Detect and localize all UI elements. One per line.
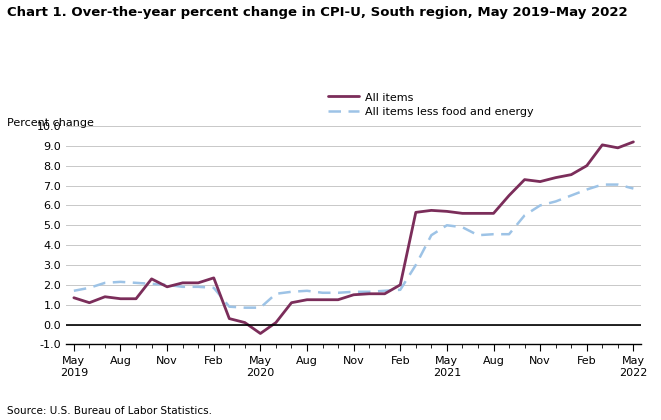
All items less food and energy	[397, 287, 405, 292]
Text: Source: U.S. Bureau of Labor Statistics.: Source: U.S. Bureau of Labor Statistics.	[7, 406, 212, 416]
All items less food and energy	[536, 203, 544, 208]
All items	[598, 142, 606, 147]
All items less food and energy	[366, 289, 373, 294]
All items	[319, 297, 327, 302]
All items less food and energy	[225, 304, 233, 309]
All items less food and energy	[70, 288, 78, 293]
All items less food and energy	[101, 280, 109, 285]
All items	[350, 292, 358, 297]
All items less food and energy	[490, 232, 498, 237]
All items	[583, 163, 591, 168]
Line: All items less food and energy: All items less food and energy	[74, 184, 633, 308]
All items less food and energy	[629, 186, 637, 191]
All items	[178, 280, 186, 285]
All items less food and energy	[459, 225, 467, 230]
All items	[101, 294, 109, 299]
All items	[366, 291, 373, 296]
All items less food and energy	[147, 281, 155, 286]
All items	[194, 280, 202, 285]
All items	[272, 320, 280, 325]
All items less food and energy	[428, 233, 436, 238]
All items less food and energy	[412, 262, 420, 268]
All items less food and energy	[474, 233, 482, 238]
All items less food and energy	[521, 213, 529, 218]
All items	[163, 284, 171, 289]
All items	[256, 331, 264, 336]
All items less food and energy	[552, 199, 560, 204]
All items	[552, 175, 560, 180]
All items	[567, 172, 575, 177]
All items less food and energy	[614, 182, 622, 187]
Line: All items: All items	[74, 142, 633, 333]
All items less food and energy	[319, 290, 327, 295]
All items less food and energy	[288, 289, 295, 294]
All items	[132, 296, 140, 301]
All items	[428, 208, 436, 213]
All items	[614, 145, 622, 150]
All items less food and energy	[132, 280, 140, 285]
All items less food and energy	[210, 285, 217, 290]
All items	[303, 297, 311, 302]
All items	[521, 177, 529, 182]
All items	[412, 210, 420, 215]
All items less food and energy	[567, 193, 575, 198]
All items less food and energy	[241, 305, 249, 310]
All items less food and energy	[381, 288, 389, 293]
All items	[288, 300, 295, 305]
All items less food and energy	[85, 285, 93, 290]
All items	[443, 209, 451, 214]
All items	[536, 179, 544, 184]
All items less food and energy	[303, 288, 311, 293]
All items less food and energy	[194, 284, 202, 289]
All items less food and energy	[178, 284, 186, 289]
All items	[225, 316, 233, 321]
All items less food and energy	[505, 232, 513, 237]
All items	[85, 300, 93, 305]
All items less food and energy	[272, 291, 280, 296]
All items	[241, 320, 249, 325]
All items less food and energy	[583, 187, 591, 192]
All items	[381, 291, 389, 296]
All items	[629, 139, 637, 144]
Text: Percent change: Percent change	[7, 118, 93, 128]
All items less food and energy	[350, 289, 358, 294]
All items	[474, 211, 482, 216]
All items	[147, 276, 155, 281]
Text: Chart 1. Over-the-year percent change in CPI-U, South region, May 2019–May 2022: Chart 1. Over-the-year percent change in…	[7, 6, 627, 19]
All items	[397, 282, 405, 287]
All items less food and energy	[256, 305, 264, 310]
All items	[505, 193, 513, 198]
All items	[70, 295, 78, 300]
All items	[459, 211, 467, 216]
Legend: All items, All items less food and energy: All items, All items less food and energ…	[323, 87, 537, 122]
All items less food and energy	[443, 223, 451, 228]
All items	[116, 296, 124, 301]
All items	[334, 297, 342, 302]
All items less food and energy	[116, 279, 124, 284]
All items less food and energy	[163, 282, 171, 287]
All items	[490, 211, 498, 216]
All items less food and energy	[598, 182, 606, 187]
All items less food and energy	[334, 290, 342, 295]
All items	[210, 276, 217, 281]
